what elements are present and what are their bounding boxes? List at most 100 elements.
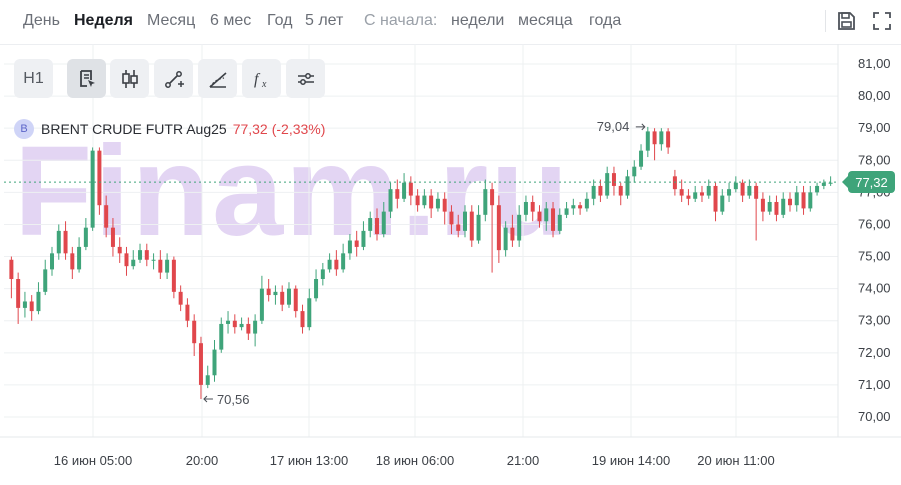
candle-body	[767, 201, 772, 212]
candle-body	[774, 201, 779, 215]
instrument-change: (-2,33%)	[271, 121, 326, 137]
y-tick-label: 72,00	[858, 345, 891, 360]
candle-body	[422, 195, 427, 206]
since-week[interactable]: недели	[451, 12, 505, 29]
candle-body	[347, 240, 352, 254]
x-tick-label: 16 июн 05:00	[54, 453, 132, 468]
candle-body	[571, 205, 576, 209]
candle-body	[226, 320, 231, 324]
candle-body	[259, 288, 264, 321]
templates-button[interactable]	[67, 59, 106, 98]
candle-body	[314, 279, 319, 299]
y-tick-label: 78,00	[858, 152, 891, 167]
candle-body	[205, 375, 210, 385]
y-tick-label: 70,00	[858, 409, 891, 424]
y-tick-label: 79,00	[858, 120, 891, 135]
candle-body	[564, 208, 569, 215]
candle-body	[713, 185, 718, 212]
x-tick-label: 19 июн 14:00	[592, 453, 670, 468]
candle-body	[699, 192, 704, 196]
candle-body	[686, 195, 691, 199]
y-tick-label: 80,00	[858, 88, 891, 103]
x-tick-label: 20:00	[186, 453, 219, 468]
y-tick-label: 73,00	[858, 313, 891, 328]
interval-button[interactable]: H1	[14, 59, 53, 98]
candle-body	[185, 304, 190, 321]
candle-body	[83, 227, 88, 247]
candle-body	[693, 192, 698, 199]
candle-body	[591, 185, 596, 199]
candle-body	[300, 311, 305, 328]
interval-label: H1	[23, 69, 44, 87]
patterns-icon	[208, 71, 227, 88]
candle-body	[266, 288, 271, 296]
since-label: С начала:	[364, 12, 438, 29]
candle-body	[110, 227, 115, 247]
candle-body	[97, 150, 102, 206]
period-bar: День Неделя Месяц 6 мес Год 5 лет С нача…	[0, 0, 901, 44]
settings-icon	[297, 72, 314, 85]
candle-body	[239, 323, 244, 328]
x-tick-label: 21:00	[507, 453, 540, 468]
candle-body	[70, 253, 75, 270]
indicators-button[interactable]: f x	[242, 59, 281, 98]
candle-body	[618, 185, 623, 196]
candle-body	[144, 250, 149, 260]
candle-body	[463, 211, 468, 231]
period-week[interactable]: Неделя	[74, 12, 134, 29]
candle-body	[232, 320, 237, 328]
fullscreen-icon[interactable]	[870, 9, 894, 33]
candle-body	[645, 131, 650, 151]
candle-body	[625, 176, 630, 196]
period-year[interactable]: Год	[267, 12, 293, 29]
candle-body	[381, 211, 386, 235]
patterns-button[interactable]	[198, 59, 237, 98]
candle-body	[652, 131, 657, 145]
divider	[0, 44, 901, 45]
candle-body	[361, 230, 366, 247]
min-price-arrow	[203, 395, 213, 403]
candle-body	[801, 192, 806, 209]
period-6-months[interactable]: 6 мес	[210, 12, 252, 29]
candle-body	[334, 259, 339, 270]
since-month[interactable]: месяца	[518, 12, 573, 29]
candle-body	[679, 189, 684, 196]
since-year[interactable]: года	[589, 12, 622, 29]
instrument-price: 77,32	[232, 121, 268, 137]
x-tick-label: 20 июн 11:00	[697, 453, 774, 468]
candle-body	[192, 320, 197, 344]
drawing-tools-button[interactable]	[154, 59, 193, 98]
candle-body	[449, 211, 454, 225]
save-icon[interactable]	[834, 9, 858, 33]
candle-body	[138, 250, 143, 260]
candle-body	[605, 173, 610, 196]
candles-button[interactable]	[110, 59, 149, 98]
candle-body	[720, 195, 725, 212]
candle-body	[307, 298, 312, 328]
candle-body	[124, 253, 129, 267]
period-day[interactable]: День	[23, 12, 60, 29]
candle-body	[320, 269, 325, 280]
current-price-tag: 77,32	[842, 171, 895, 193]
svg-text:f: f	[254, 71, 261, 88]
candle-body	[639, 150, 644, 167]
candle-body	[341, 253, 346, 270]
candle-body	[374, 218, 379, 235]
y-tick-label: 71,00	[858, 377, 891, 392]
candles-icon	[121, 69, 138, 88]
candle-body	[456, 224, 461, 231]
candle-body	[496, 205, 501, 251]
candle-body	[273, 291, 278, 296]
period-month[interactable]: Месяц	[147, 12, 196, 29]
candle-body	[253, 320, 258, 334]
candle-body	[530, 201, 535, 212]
settings-button[interactable]	[286, 59, 325, 98]
y-tick-label: 75,00	[858, 249, 891, 264]
candle-body	[388, 189, 393, 212]
candle-body	[517, 214, 522, 241]
candle-body	[483, 189, 488, 215]
candle-body	[395, 189, 400, 199]
toolbar-separator	[825, 10, 826, 32]
period-5-years[interactable]: 5 лет	[305, 12, 344, 29]
